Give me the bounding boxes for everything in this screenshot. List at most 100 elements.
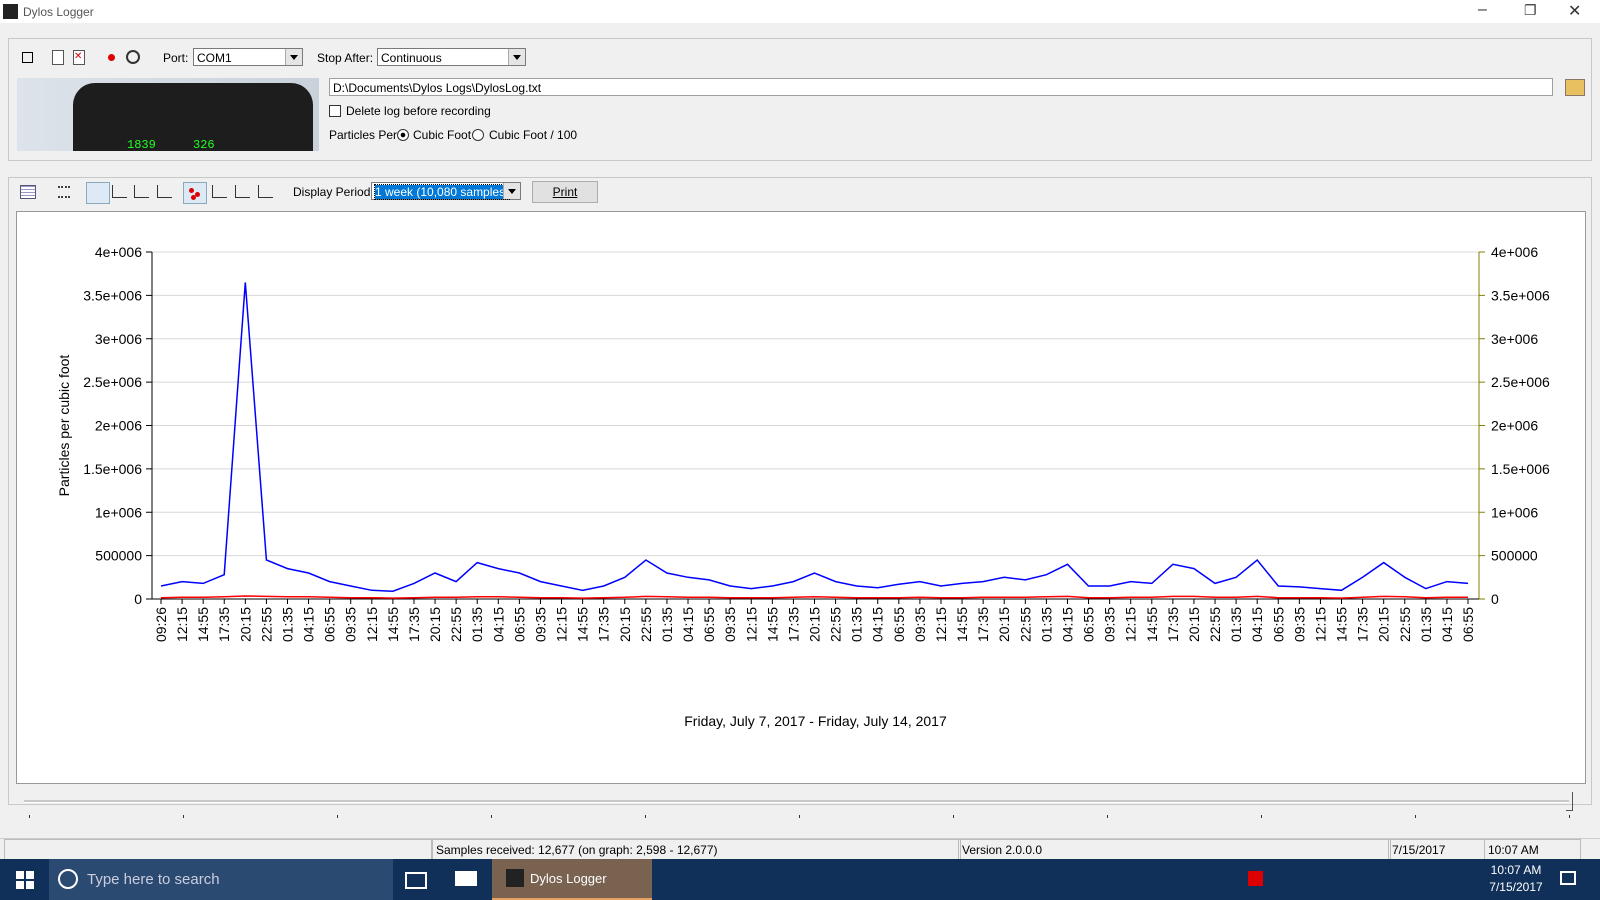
new-button[interactable] [52, 50, 64, 65]
x-tick-label: 20:15 [807, 607, 823, 642]
blue-line-button[interactable] [112, 185, 127, 198]
radio-cubic-foot-100[interactable] [472, 129, 484, 141]
tray-icon[interactable] [1248, 871, 1263, 886]
x-tick-label: 22:55 [638, 607, 654, 642]
x-tick-label: 01:35 [469, 607, 485, 642]
x-tick-label: 17:35 [596, 607, 612, 642]
y-tick-label: 3e+006 [95, 331, 142, 347]
x-tick-label: 06:55 [1081, 607, 1097, 642]
delete-button[interactable]: ✕ [73, 50, 85, 65]
close-button[interactable]: ✕ [1568, 3, 1582, 20]
y2-tick-label: 2e+006 [1491, 418, 1538, 434]
y-tick-label: 2.5e+006 [83, 374, 142, 390]
record-button[interactable] [108, 54, 115, 61]
radio-cubic-foot[interactable] [397, 129, 409, 141]
delete-log-label: Delete log before recording [346, 104, 491, 118]
red-both-button[interactable] [258, 185, 273, 198]
notifications-button[interactable] [1560, 871, 1576, 885]
x-tick-label: 09:35 [1291, 607, 1307, 642]
port-combo[interactable]: COM1 [193, 48, 303, 66]
status-date: 7/15/2017 [1388, 839, 1485, 861]
x-tick-label: 01:35 [849, 607, 865, 642]
x-tick-label: 01:35 [1418, 607, 1434, 642]
device-body [73, 83, 313, 151]
x-tick-label: 20:15 [237, 607, 253, 642]
display-period-combo[interactable]: 1 week (10,080 samples) [371, 182, 521, 200]
x-tick-label: 14:55 [954, 607, 970, 642]
blue-scatter-button[interactable] [86, 182, 110, 204]
display-period-value: 1 week (10,080 samples) [373, 184, 511, 200]
x-tick-label: 12:15 [364, 607, 380, 642]
x-tick-label: 01:35 [1038, 607, 1054, 642]
x-tick-label: 22:55 [258, 607, 274, 642]
x-tick-label: 04:15 [1439, 607, 1455, 642]
chart-type-button[interactable] [20, 185, 36, 199]
x-tick-label: 01:35 [1228, 607, 1244, 642]
y-tick-label: 1.5e+006 [83, 461, 142, 477]
slider-tick [1415, 815, 1416, 818]
y2-tick-label: 3.5e+006 [1491, 287, 1550, 303]
minimize-button[interactable]: – [1478, 1, 1487, 18]
red-area-button[interactable] [235, 185, 250, 198]
time-slider[interactable] [24, 800, 1569, 803]
stop-button[interactable] [22, 52, 33, 63]
x-tick-label: 14:55 [1334, 607, 1350, 642]
red-scatter-button[interactable] [183, 182, 207, 204]
device-image: 1839 326 [17, 78, 319, 151]
slider-tick [645, 815, 646, 818]
stop-after-combo[interactable]: Continuous [377, 48, 526, 66]
taskbar-app[interactable]: Dylos Logger [492, 859, 652, 900]
blue-both-button[interactable] [157, 185, 172, 198]
settings-button[interactable] [126, 50, 140, 64]
red-line-button[interactable] [212, 185, 227, 198]
slider-tick [491, 815, 492, 818]
x-tick-label: 22:55 [1017, 607, 1033, 642]
task-view-button[interactable] [405, 872, 427, 889]
mail-button[interactable] [455, 871, 477, 886]
log-path: D:\Documents\Dylos Logs\DylosLog.txt [333, 81, 542, 95]
search-icon [58, 869, 78, 889]
blue-area-button[interactable] [134, 185, 149, 198]
x-tick-label: 14:55 [575, 607, 591, 642]
x-tick-label: 12:15 [743, 607, 759, 642]
x-tick-label: 14:55 [385, 607, 401, 642]
status-cell [4, 839, 432, 861]
y2-tick-label: 1.5e+006 [1491, 461, 1550, 477]
log-path-input[interactable]: D:\Documents\Dylos Logs\DylosLog.txt [329, 78, 1553, 96]
clock-date: 7/15/2017 [1489, 880, 1543, 894]
x-tick-label: 09:35 [722, 607, 738, 642]
delete-log-checkbox[interactable] [329, 105, 341, 117]
x-tick-label: 09:35 [532, 607, 548, 642]
window-title: Dylos Logger [23, 5, 94, 19]
y-axis-label: Particles per cubic foot [56, 355, 72, 497]
x-tick-label: 04:15 [301, 607, 317, 642]
x-tick-label: 17:35 [216, 607, 232, 642]
x-tick-label: 22:55 [1207, 607, 1223, 642]
browse-button[interactable] [1565, 79, 1585, 96]
y-tick-label: 1e+006 [95, 504, 142, 520]
y2-tick-label: 4e+006 [1491, 244, 1538, 260]
settings-group [8, 38, 1592, 161]
slider-thumb[interactable] [1566, 792, 1573, 811]
particles-per-label: Particles Per: [329, 128, 401, 142]
search-box[interactable]: Type here to search [49, 859, 393, 900]
restore-button[interactable]: ❐ [1524, 2, 1537, 18]
taskbar-app-label: Dylos Logger [530, 871, 607, 886]
legend-button[interactable] [58, 186, 70, 198]
y2-tick-label: 0 [1491, 591, 1499, 607]
x-tick-label: 20:15 [996, 607, 1012, 642]
x-tick-label: 22:55 [448, 607, 464, 642]
status-version: Version 2.0.0.0 [958, 839, 1391, 861]
display-period-label: Display Period: [293, 185, 374, 199]
x-tick-label: 09:35 [912, 607, 928, 642]
x-tick-label: 06:55 [322, 607, 338, 642]
slider-tick [1107, 815, 1108, 818]
start-button[interactable] [16, 871, 34, 889]
x-tick-label: 22:55 [1397, 607, 1413, 642]
print-button[interactable]: Print [532, 181, 598, 203]
x-tick-label: 09:35 [343, 607, 359, 642]
y-tick-label: 500000 [95, 548, 142, 564]
slider-ticks [0, 815, 1600, 819]
device-reading: 1839 [127, 138, 156, 151]
